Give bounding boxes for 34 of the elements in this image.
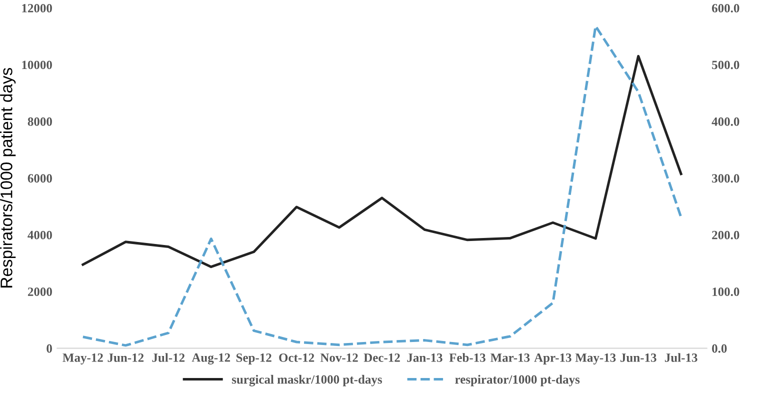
- x-tick-label: Mar-13: [490, 354, 530, 362]
- legend-label: respirator/1000 pt-days: [455, 374, 580, 386]
- x-tick-label: May-13: [575, 353, 616, 364]
- y2-tick-label: 400.0: [712, 117, 740, 126]
- x-tick-label: Jul-12: [152, 353, 185, 362]
- y-axis-title: Respirators/1000 patient days: [0, 68, 16, 288]
- x-tick-label: Jun-13: [620, 354, 656, 362]
- line-series: [82, 54, 682, 268]
- y-tick-label: 6000: [28, 174, 52, 183]
- x-tick-label: Nov-12: [320, 354, 358, 362]
- y2-tick-label: 500.0: [712, 60, 740, 70]
- x-tick-label: Jun-12: [108, 354, 144, 362]
- x-tick-label: Dec-12: [364, 354, 400, 362]
- y2-tick-label: 100.0: [712, 288, 740, 296]
- y2-tick-label: 300.0: [712, 174, 740, 183]
- y-tick-label: 2000: [28, 288, 52, 296]
- y2-tick-label: 0.0: [712, 344, 727, 353]
- x-tick-label: Jul-13: [664, 353, 698, 362]
- y2-tick-label: 600.0: [712, 4, 740, 12]
- x-tick-label: Sep-12: [236, 354, 272, 364]
- x-tick-label: Apr-13: [534, 354, 572, 364]
- legend-label: surgical maskr/1000 pt-days: [232, 374, 382, 386]
- y-tick-label: 8000: [28, 117, 52, 126]
- x-tick-label: May-12: [62, 353, 103, 364]
- y-tick-label: 0: [46, 344, 52, 353]
- line-series: [82, 24, 682, 347]
- x-tick-label: Jan-13: [407, 354, 442, 362]
- x-tick-label: Feb-13: [449, 353, 486, 362]
- y2-tick-label: 200.0: [712, 230, 740, 240]
- x-tick-label: Oct-12: [279, 354, 314, 362]
- y-tick-label: 4000: [28, 230, 52, 240]
- x-tick-label: Aug-12: [192, 353, 230, 364]
- y-tick-label: 12000: [22, 4, 52, 12]
- y-tick-label: 10000: [22, 60, 52, 70]
